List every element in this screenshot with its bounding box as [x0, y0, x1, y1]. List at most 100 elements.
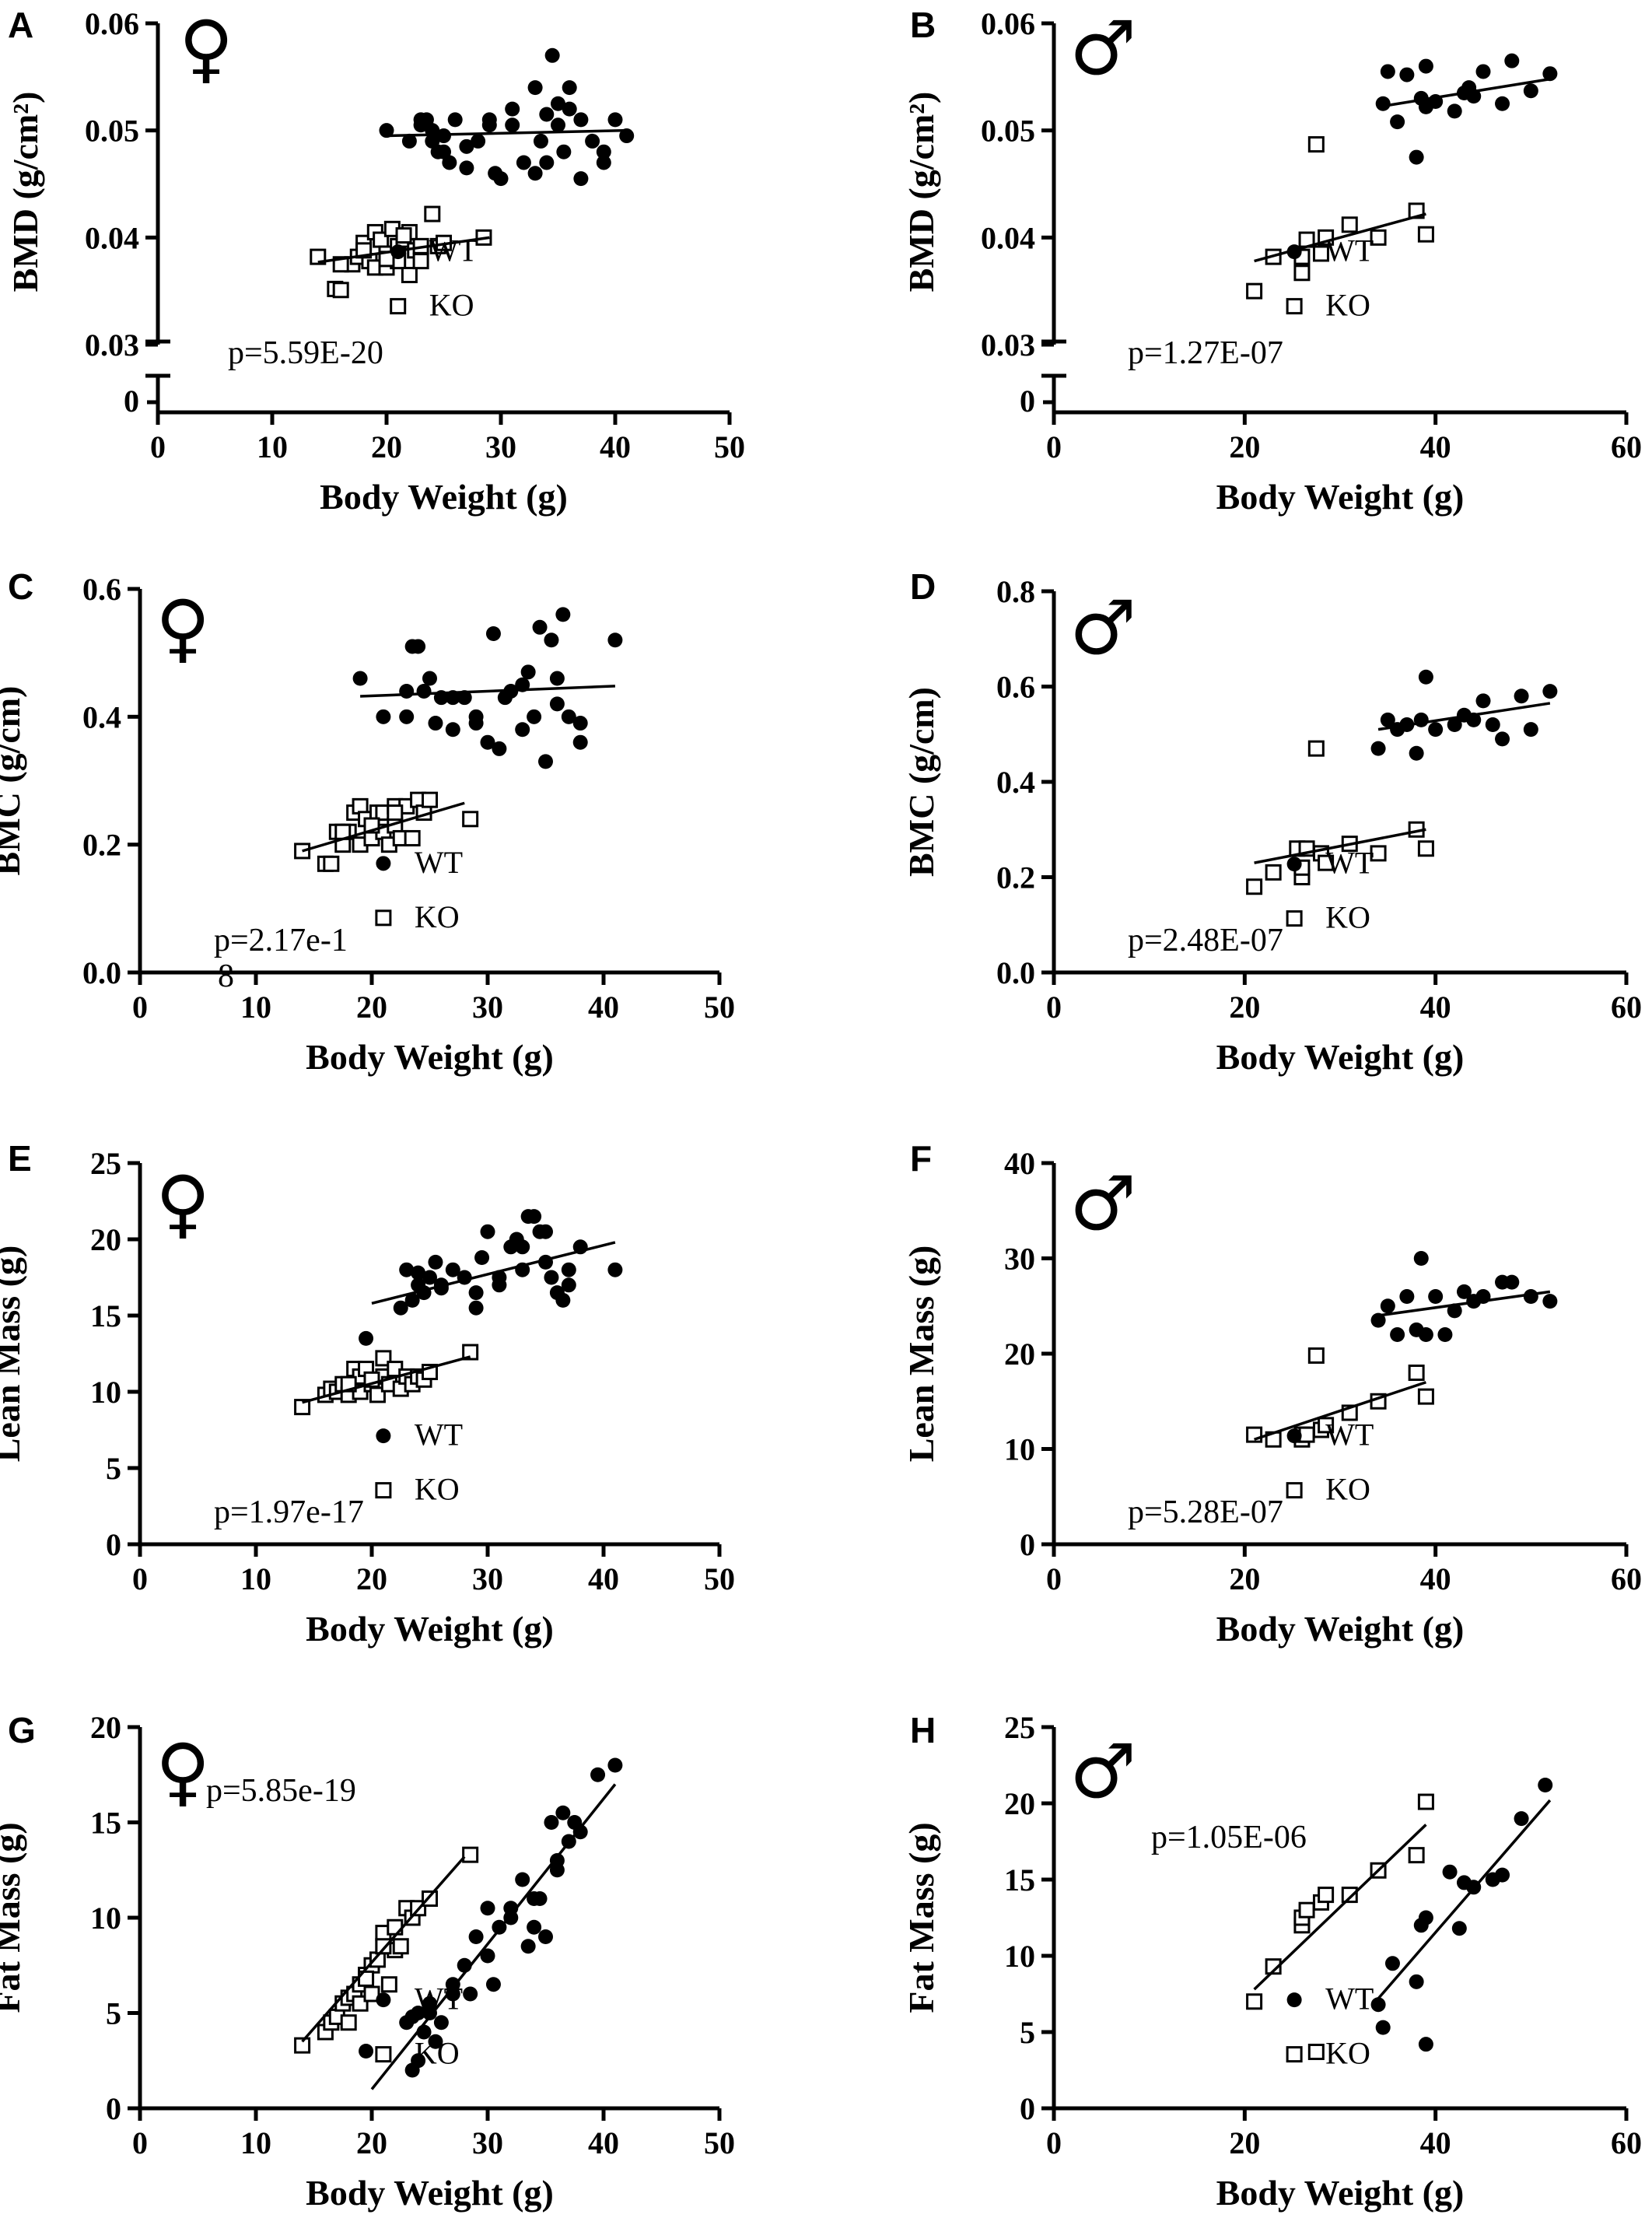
y-tick-label: 0: [124, 384, 139, 419]
data-point: [1409, 745, 1424, 761]
data-point: [590, 1767, 606, 1782]
data-point: [572, 716, 588, 731]
data-point: [411, 2053, 426, 2069]
data-point: [332, 256, 349, 273]
y-tick-label: 15: [1004, 1862, 1035, 1897]
y-axis-title: Lean Mass (g): [901, 1246, 941, 1463]
data-point: [607, 1757, 623, 1773]
x-tick-label: 40: [1420, 990, 1451, 1025]
data-point: [573, 112, 589, 128]
y-tick-label: 0.06: [85, 6, 139, 41]
fit-line: [1377, 1290, 1551, 1317]
data-point: [1293, 265, 1311, 282]
data-point: [551, 117, 565, 133]
data-point: [436, 144, 451, 159]
data-point: [399, 1262, 415, 1277]
legend: WT KO: [1286, 1981, 1374, 2071]
legend-marker: [376, 856, 391, 871]
data-point: [555, 1292, 571, 1308]
y-tick-label: 10: [1004, 1939, 1035, 1974]
data-point: [1307, 740, 1325, 757]
data-point: [1523, 83, 1538, 99]
series-ko: [1246, 740, 1434, 895]
data-point: [1542, 66, 1558, 82]
data-point: [1428, 1289, 1444, 1304]
data-point: [607, 1262, 623, 1277]
data-point: [480, 1224, 495, 1239]
fit-line: [1377, 1799, 1552, 2000]
data-point: [1418, 669, 1433, 685]
data-point: [555, 607, 571, 622]
data-point: [485, 626, 501, 642]
data-point: [1523, 1289, 1538, 1304]
data-point: [1375, 96, 1391, 111]
data-point: [433, 2015, 449, 2031]
female-symbol-icon: ♀: [156, 1728, 210, 1815]
series-wt: [359, 1757, 623, 2090]
data-point: [1418, 1910, 1433, 1925]
y-tick-label: 0.06: [981, 6, 1035, 41]
series-wt: [1370, 1251, 1558, 1342]
y-tick-label: 0: [1020, 384, 1035, 419]
data-point: [515, 1872, 530, 1887]
y-tick-label: 0.05: [981, 114, 1035, 149]
data-point: [392, 1938, 409, 1955]
fit-line: [1253, 1824, 1427, 1991]
data-point: [596, 144, 611, 159]
legend-label: KO: [1325, 2036, 1370, 2071]
data-point: [401, 133, 417, 149]
panel-c: C ♀ 0.0 0.2 0.4 0.6 0 10 20 30 40 50 Body Weight (g)…: [0, 566, 735, 1077]
series-wt: [359, 1209, 623, 1346]
data-point: [1380, 64, 1395, 79]
data-point: [395, 227, 412, 244]
panel-letter: H: [910, 1710, 936, 1750]
series-ko: [1246, 136, 1434, 300]
legend-label: WT: [1325, 846, 1374, 881]
data-point: [468, 1929, 484, 1944]
x-axis-title: Body Weight (g): [1216, 1609, 1465, 1649]
panel-h: H ♂ 0 5 10 15 20 25 0 20 40 60 Body Weight (g) Fat Ma…: [901, 1710, 1642, 2213]
x-tick-label: 20: [1229, 429, 1260, 464]
y-axis-title: Fat Mass (g): [901, 1822, 941, 2013]
series-ko: [1246, 1347, 1434, 1448]
data-point: [1413, 712, 1429, 727]
y-tick-label: 20: [1004, 1786, 1035, 1821]
x-tick-label: 0: [132, 990, 148, 1025]
fit-line: [1377, 77, 1551, 109]
y-tick-label: 0.0: [82, 955, 121, 990]
data-point: [1408, 1365, 1425, 1381]
data-point: [481, 117, 497, 133]
y-tick-label: 10: [90, 1375, 121, 1410]
x-tick-label: 0: [1046, 990, 1062, 1025]
fit-line: [386, 128, 627, 138]
y-tick-label: 0: [106, 2091, 121, 2126]
data-point: [1485, 717, 1500, 732]
data-point: [340, 2014, 357, 2031]
data-point: [561, 1277, 576, 1293]
data-point: [533, 133, 548, 149]
data-point: [549, 671, 565, 686]
data-point: [480, 1901, 495, 1916]
data-point: [1307, 136, 1325, 153]
legend: WT KO: [1286, 846, 1374, 935]
data-point: [422, 2006, 437, 2020]
y-tick-label: 0.03: [85, 328, 139, 363]
legend-label: WT: [415, 845, 463, 880]
panel-e: E ♀ 0 5 10 15 20 25 0 10 20 30 40 50 Body Weight (g) Le…: [0, 1138, 735, 1649]
legend-label: WT: [415, 1981, 463, 2017]
data-point: [380, 1976, 397, 1993]
legend-marker: [1286, 298, 1303, 315]
data-point: [422, 791, 438, 808]
y-tick-label: 5: [106, 1451, 121, 1486]
data-point: [1384, 1956, 1400, 1971]
data-point: [323, 855, 340, 872]
y-tick-label: 15: [90, 1806, 121, 1841]
legend: WT KO: [375, 1981, 463, 2071]
data-point: [549, 1853, 565, 1868]
female-symbol-icon: ♀: [156, 1160, 210, 1247]
data-point: [457, 690, 472, 706]
data-point: [404, 2009, 420, 2024]
fit-line: [1254, 828, 1426, 864]
legend-marker: [375, 909, 392, 927]
